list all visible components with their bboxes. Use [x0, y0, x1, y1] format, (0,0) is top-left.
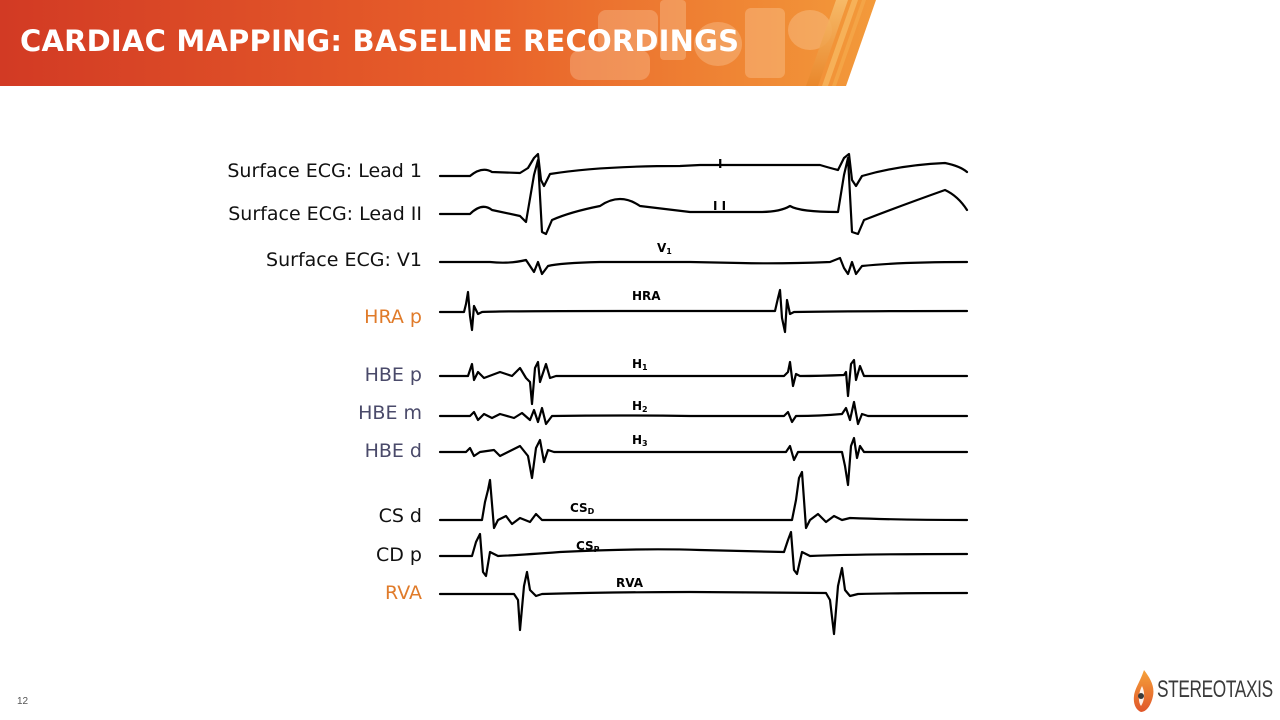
flame-icon [1133, 670, 1154, 712]
stereotaxis-logo: STEREOTAXIS [1130, 666, 1273, 716]
trace-annotations: I I I V1 HRA H1 H2 H3 CSD CSP RVA [570, 157, 726, 590]
tag-lead-1: I [718, 157, 722, 171]
trace-hra-p [438, 288, 969, 334]
tag-rva: RVA [616, 576, 644, 590]
channel-label-cd-p: CD p [376, 544, 422, 566]
channel-label-hbe-d: HBE d [364, 440, 422, 462]
trace-cd-p [438, 530, 969, 578]
tag-csd: CSD [570, 501, 595, 516]
tag-h2: H2 [632, 399, 648, 414]
tag-h1: H1 [632, 357, 648, 372]
tag-hra: HRA [632, 289, 661, 303]
tag-csp: CSP [576, 539, 600, 554]
channel-label-v1: Surface ECG: V1 [266, 249, 422, 271]
channel-label-hra-p: HRA p [364, 306, 422, 328]
channel-label-lead-1: Surface ECG: Lead 1 [227, 160, 422, 182]
trace-rva [438, 566, 969, 636]
trace-v1 [438, 256, 969, 276]
trace-hbe-p [438, 358, 969, 406]
channel-label-lead-2: Surface ECG: Lead II [228, 203, 422, 225]
trace-lead-2 [438, 156, 969, 236]
trace-hbe-d [438, 436, 969, 487]
slide-number: 12 [17, 696, 29, 707]
tag-v1: V1 [657, 241, 672, 256]
channel-label-rva: RVA [385, 582, 422, 604]
page-title: CARDIAC MAPPING: BASELINE RECORDINGS [20, 24, 740, 58]
trace-hbe-m [438, 400, 969, 426]
trace-lead-1 [438, 152, 969, 188]
channel-label-hbe-p: HBE p [364, 364, 422, 386]
tag-lead-2: I I [713, 199, 726, 213]
electrogram-traces: I I I V1 HRA H1 H2 H3 CSD CSP RVA [438, 152, 969, 636]
trace-cs-d [438, 470, 969, 530]
banner-background [0, 0, 876, 86]
title-banner: CARDIAC MAPPING: BASELINE RECORDINGS [0, 0, 1280, 86]
tag-h3: H3 [632, 433, 648, 448]
logo-text: STEREOTAXIS [1157, 676, 1273, 703]
channel-label-hbe-m: HBE m [358, 402, 422, 424]
channel-label-cs-d: CS d [378, 505, 422, 527]
